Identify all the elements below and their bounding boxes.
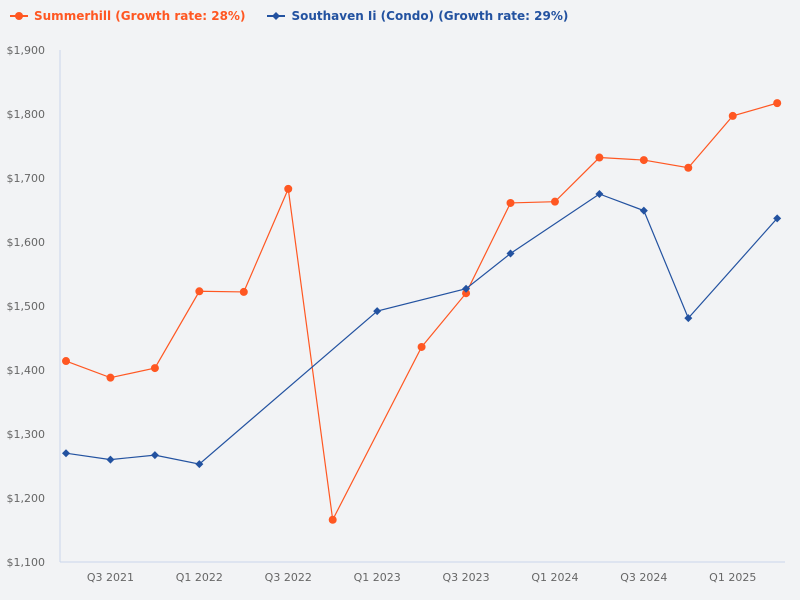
x-tick-label: Q1 2024: [531, 571, 578, 584]
data-point: [684, 163, 693, 172]
data-point: [417, 342, 426, 351]
data-point: [595, 190, 604, 198]
x-tick-label: Q3 2023: [442, 571, 489, 584]
legend-item-summerhill[interactable]: Summerhill (Growth rate: 28%): [10, 9, 245, 23]
legend-item-southaven[interactable]: Southaven Ii (Condo) (Growth rate: 29%): [267, 9, 568, 23]
legend-label: Summerhill (Growth rate: 28%): [34, 9, 246, 23]
data-point: [150, 364, 159, 373]
data-point: [773, 214, 782, 223]
series-line-1: [65, 193, 778, 465]
circle-marker-icon: [10, 12, 28, 20]
y-tick-label: $1,400: [7, 364, 46, 377]
data-point: [728, 111, 737, 120]
data-point: [506, 249, 515, 258]
y-tick-label: $1,700: [7, 172, 46, 185]
data-point: [62, 357, 70, 366]
y-tick-label: $1,500: [7, 300, 46, 313]
data-point: [639, 156, 648, 165]
y-tick-label: $1,200: [7, 492, 46, 505]
data-point: [462, 284, 471, 293]
data-point: [328, 515, 337, 524]
x-tick-label: Q1 2023: [354, 571, 401, 584]
x-tick-label: Q1 2022: [176, 571, 223, 584]
diamond-marker-icon: [267, 12, 286, 20]
data-point: [239, 287, 248, 296]
legend: Summerhill (Growth rate: 28%) Southaven …: [10, 9, 568, 23]
y-tick-label: $1,900: [7, 44, 46, 57]
x-tick-label: Q3 2024: [620, 571, 667, 584]
series-line-0: [65, 102, 778, 522]
x-tick-label: Q3 2021: [87, 571, 134, 584]
y-tick-label: $1,600: [7, 236, 46, 249]
data-point: [284, 184, 293, 193]
data-point: [773, 99, 782, 108]
x-tick-label: Q1 2025: [709, 571, 756, 584]
data-point: [595, 153, 604, 162]
data-point: [195, 460, 204, 469]
data-point: [506, 198, 515, 207]
data-point: [106, 373, 115, 382]
data-point: [62, 449, 70, 458]
y-tick-label: $1,100: [7, 556, 46, 569]
data-point: [684, 314, 693, 323]
data-point: [106, 455, 115, 464]
y-tick-label: $1,800: [7, 108, 46, 121]
legend-label: Southaven Ii (Condo) (Growth rate: 29%): [291, 9, 569, 23]
x-tick-label: Q3 2022: [265, 571, 312, 584]
data-point: [639, 206, 648, 215]
data-point: [373, 307, 382, 316]
y-tick-label: $1,300: [7, 428, 46, 441]
data-point: [195, 287, 204, 296]
data-point: [550, 197, 559, 206]
data-point: [462, 289, 471, 298]
data-point: [150, 451, 159, 460]
